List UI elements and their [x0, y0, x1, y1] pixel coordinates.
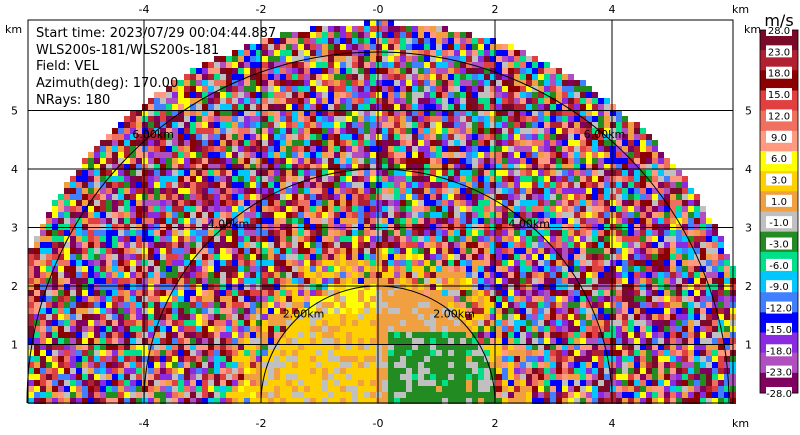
- y-tick-label: 1: [11, 339, 18, 352]
- y-tick-label: 3: [11, 222, 18, 235]
- colorbar-label: -18.0: [766, 346, 792, 357]
- km-unit-label: km: [5, 23, 22, 36]
- colorbar-label: -6.0: [769, 261, 789, 272]
- x-tick-label: -0: [373, 3, 384, 16]
- x-tick-label: 2: [492, 417, 499, 430]
- colorbar-label: 3.0: [771, 175, 787, 186]
- colorbar-label: 6.0: [771, 154, 787, 165]
- range-ring-label: 6.00km: [132, 128, 174, 141]
- x-tick-label: -4: [139, 3, 150, 16]
- nrays-text: NRays: 180: [36, 93, 111, 108]
- y-tick-label: 1: [745, 339, 752, 352]
- colorbar-label: -3.0: [769, 240, 789, 251]
- colorbar-label: 1.0: [771, 197, 787, 208]
- colorbar-label: -12.0: [766, 304, 792, 315]
- x-tick-label: -2: [256, 417, 267, 430]
- y-tick-label: 5: [11, 105, 18, 118]
- colorbar-label: 9.0: [771, 133, 787, 144]
- colorbar-label: 15.0: [768, 90, 790, 101]
- km-unit-label: km: [732, 417, 749, 430]
- colorbar-label: -1.0: [769, 218, 789, 229]
- colorbar-label: 12.0: [768, 111, 790, 122]
- y-tick-label: 2: [745, 280, 752, 293]
- x-tick-label: 2: [492, 3, 499, 16]
- range-ring-label: 6.00km: [584, 128, 626, 141]
- y-tick-label: 2: [11, 280, 18, 293]
- colorbar-label: -9.0: [769, 282, 789, 293]
- axis-ticks: -4 -4 -2 -2 -0 -0 2 2 4 4 1 1 2 2 3 3 4 4 5 5 km km km km: [5, 3, 761, 430]
- x-tick-label: -0: [373, 417, 384, 430]
- y-tick-label: 5: [745, 105, 752, 118]
- x-tick-label: -4: [139, 417, 150, 430]
- velocity-field: [28, 20, 736, 404]
- colorbar-label: -15.0: [766, 325, 792, 336]
- colorbar: 28.0 23.0 18.0 15.0 12.0 9.0 6.0 3.0 1.0 -1.0 -3.0…: [759, 11, 799, 400]
- azimuth-text: Azimuth(deg): 170.00: [36, 76, 179, 91]
- range-ring-label: 4.00km: [208, 218, 250, 231]
- km-unit-label: km: [732, 3, 749, 16]
- range-rings: 2.00km 2.00km 4.00km 4.00km 6.00km 6.00km: [26, 51, 730, 404]
- instrument-text: WLS200s-181/WLS200s-181: [36, 43, 220, 58]
- colorbar-label: 23.0: [768, 47, 790, 58]
- y-tick-label: 3: [745, 222, 752, 235]
- range-ring-label: 2.00km: [433, 307, 475, 320]
- y-tick-label: 4: [11, 163, 18, 176]
- x-tick-label: 4: [609, 3, 616, 16]
- colorbar-unit: m/s: [764, 11, 793, 30]
- field-text: Field: VEL: [36, 59, 99, 74]
- start-time-text: Start time: 2023/07/29 00:04:44.887: [36, 26, 277, 41]
- x-tick-label: -2: [256, 3, 267, 16]
- range-ring-label: 2.00km: [283, 307, 325, 320]
- km-unit-label: km: [744, 23, 761, 36]
- range-ring-label: 4.00km: [508, 218, 550, 231]
- x-tick-label: 4: [609, 417, 616, 430]
- colorbar-label: 28.0: [768, 26, 790, 37]
- colorbar-label: 18.0: [768, 69, 790, 80]
- colorbar-label: -23.0: [766, 368, 792, 379]
- y-tick-label: 4: [745, 163, 752, 176]
- colorbar-label: -28.0: [766, 389, 792, 400]
